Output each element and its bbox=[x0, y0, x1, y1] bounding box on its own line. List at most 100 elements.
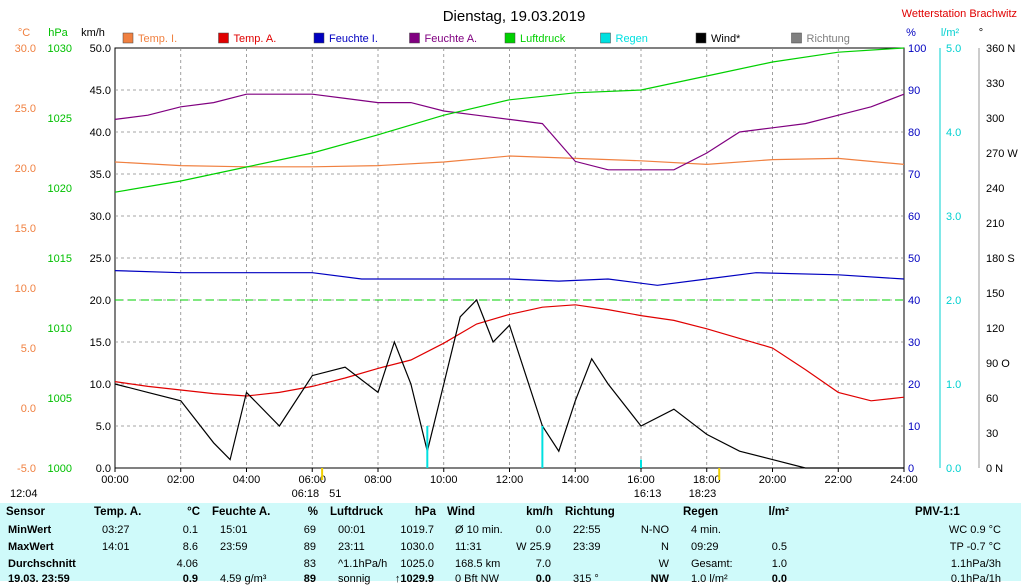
table-cell: 19.03. 23:59 bbox=[8, 573, 70, 585]
direction-axis-tick-label: 210 bbox=[986, 218, 1004, 230]
table-column-luftdruck: Luftdruck hPa 00:01 1019.7 23:11 1030.0 ^1.1hP… bbox=[330, 503, 440, 585]
table-header-regen: Regen bbox=[683, 506, 719, 518]
wind-axis-tick-label: 0.0 bbox=[96, 463, 111, 475]
table-cell: 315 ° bbox=[573, 573, 599, 585]
x-tick-label: 22:00 bbox=[824, 474, 852, 486]
chart-title: Dienstag, 19.03.2019 bbox=[443, 8, 586, 25]
chart-axes: 00:00 02:00 04:00 06:00 08:00 10:00 12:00 14:00… bbox=[10, 27, 1018, 500]
table-cell-value: 89 bbox=[303, 541, 316, 553]
table-cell-value: W 25.9 bbox=[516, 541, 551, 553]
table-cell: 1.0 l/m² bbox=[691, 573, 728, 585]
direction-axis-tick-label: 180 S bbox=[986, 253, 1015, 265]
temp-axis-tick-label: 5.0 bbox=[21, 343, 36, 355]
table-cell: Gesamt: bbox=[691, 558, 733, 570]
humidity-axis-tick-label: 50 bbox=[908, 253, 920, 265]
table-cell-value: 1030.0 bbox=[400, 541, 434, 553]
pressure-axis-tick-label: 1030 bbox=[48, 43, 72, 55]
x-tick-label: 12:00 bbox=[496, 474, 524, 486]
wind-axis-tick-label: 15.0 bbox=[90, 337, 111, 349]
table-header-feuchte-a: Feuchte A. bbox=[212, 506, 271, 518]
series-line-temp-a bbox=[114, 304, 905, 402]
x-tick-label: 24:00 bbox=[890, 474, 918, 486]
humidity-axis-tick-label: 0 bbox=[908, 463, 914, 475]
pressure-axis-tick-label: 1015 bbox=[48, 253, 72, 265]
temp-axis-tick-label: 0.0 bbox=[21, 403, 36, 415]
sunrise-label: 06:18 bbox=[292, 488, 320, 500]
pressure-axis-tick-label: 1005 bbox=[48, 393, 72, 405]
series-line-luftdruck bbox=[114, 47, 905, 193]
humidity-axis-tick-label: 30 bbox=[908, 337, 920, 349]
table-header-temp-a: Temp. A. bbox=[94, 506, 142, 518]
sunrise-suffix: 51 bbox=[329, 488, 341, 500]
rain-axis-tick-label: 1.0 bbox=[946, 379, 961, 391]
table-cell: 23:11 bbox=[338, 541, 365, 553]
station-name: Wetterstation Brachwitz bbox=[902, 8, 1017, 20]
wind-axis-tick-label: 30.0 bbox=[90, 211, 111, 223]
x-tick-label: 16:00 bbox=[627, 474, 655, 486]
table-column-wind: Wind km/h Ø 10 min. 0.0 11:31 W 25.9 168.5 km 7… bbox=[447, 503, 557, 585]
legend-label: Wind* bbox=[711, 33, 741, 45]
legend-swatch bbox=[122, 32, 134, 44]
table-cell: ^1.1hPa/h bbox=[338, 558, 388, 570]
rain-axis-tick-label: 5.0 bbox=[946, 43, 961, 55]
table-column-sensor: Sensor MinWert MaxWert Durchschnitt 19.03. 2… bbox=[6, 503, 91, 585]
pressure-axis-tick-label: 1025 bbox=[48, 113, 72, 125]
table-header-sensor: Sensor bbox=[6, 506, 45, 518]
legend-label: Feuchte I. bbox=[329, 33, 378, 45]
weather-chart: 00:00 02:00 04:00 06:00 08:00 10:00 12:00 14:00… bbox=[10, 8, 1018, 500]
wind-axis-tick-label: 10.0 bbox=[90, 379, 111, 391]
table-header-richtung: Richtung bbox=[565, 506, 615, 518]
temp-axis-unit-label: °C bbox=[18, 27, 30, 39]
table-cell: WC 0.9 °C bbox=[948, 524, 1001, 536]
legend-swatch bbox=[791, 32, 802, 44]
table-unit-regen: l/m² bbox=[768, 506, 789, 518]
x-tick-label: 20:00 bbox=[759, 474, 787, 486]
legend-swatch bbox=[695, 32, 707, 44]
table-cell-value: N bbox=[661, 541, 669, 553]
table-cell-value: 8.6 bbox=[182, 541, 198, 553]
temp-axis-tick-label: 30.0 bbox=[15, 43, 36, 55]
table-cell-value: 0.0 bbox=[535, 524, 551, 536]
humidity-axis-tick-label: 70 bbox=[908, 169, 920, 181]
legend-swatch bbox=[313, 32, 325, 44]
series-line-feuchte-a bbox=[114, 93, 905, 171]
sunset-label: 18:23 bbox=[689, 488, 717, 500]
rain-axis-tick-label: 3.0 bbox=[946, 211, 961, 223]
legend-label: Regen bbox=[616, 33, 648, 45]
table-column-temp-a: Temp. A. °C 03:27 0.1 14:01 8.6 4.06 0.9 bbox=[94, 503, 204, 585]
table-cell-value: 0.0 bbox=[771, 573, 787, 585]
wind-axis-tick-label: 45.0 bbox=[90, 85, 111, 97]
legend-swatch bbox=[409, 32, 420, 44]
table-cell-value: 0.1 bbox=[182, 524, 198, 536]
humidity-axis-tick-label: 40 bbox=[908, 295, 920, 307]
table-cell: 23:59 bbox=[220, 541, 248, 553]
mid-time-label: 16:13 bbox=[634, 488, 662, 500]
table-cell: 03:27 bbox=[102, 524, 130, 536]
x-tick-label: 04:00 bbox=[233, 474, 261, 486]
rain-axis-unit-label: l/m² bbox=[941, 27, 960, 39]
humidity-axis-tick-label: 20 bbox=[908, 379, 920, 391]
legend: Temp. I. Temp. A. Feuchte I. Feuchte A. Luft… bbox=[122, 32, 850, 45]
series-line-wind bbox=[114, 298, 904, 469]
table-cell-value: 83 bbox=[303, 558, 316, 570]
pressure-axis-unit-label: hPa bbox=[48, 27, 68, 39]
table-header-luftdruck: Luftdruck bbox=[330, 506, 384, 518]
table-cell: 00:01 bbox=[338, 524, 366, 536]
table-cell: 09:29 bbox=[691, 541, 719, 553]
left-time-label: 12:04 bbox=[10, 488, 38, 500]
table-cell: 0 Bft NW bbox=[455, 573, 500, 585]
x-tick-label: 06:00 bbox=[298, 474, 326, 486]
direction-axis-tick-label: 90 O bbox=[986, 358, 1010, 370]
table-cell-value: 89 bbox=[303, 573, 316, 585]
legend-label: Temp. A. bbox=[234, 33, 277, 45]
table-header-wind: Wind bbox=[447, 506, 475, 518]
statistics-table: Sensor MinWert MaxWert Durchschnitt 19.03. 2… bbox=[0, 503, 1021, 585]
table-cell: 14:01 bbox=[102, 541, 130, 553]
direction-axis-tick-label: 60 bbox=[986, 393, 998, 405]
direction-axis-tick-label: 240 bbox=[986, 183, 1004, 195]
legend-label: Richtung bbox=[807, 33, 850, 45]
table-cell-value: N-NO bbox=[640, 524, 669, 536]
direction-axis-tick-label: 0 N bbox=[986, 463, 1003, 475]
table-cell-value: 69 bbox=[303, 524, 316, 536]
x-tick-label: 02:00 bbox=[167, 474, 195, 486]
